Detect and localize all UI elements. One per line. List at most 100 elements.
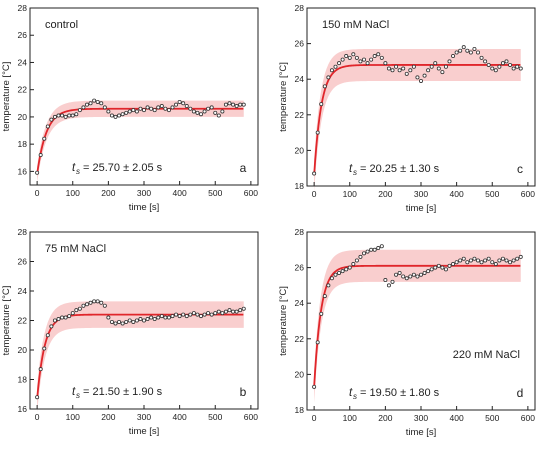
data-point xyxy=(472,256,477,261)
x-tick-label: 600 xyxy=(244,188,258,198)
y-tick-label: 24 xyxy=(295,298,305,308)
data-point xyxy=(333,272,338,277)
data-point xyxy=(166,108,171,113)
data-point xyxy=(74,112,79,117)
data-point xyxy=(440,265,445,270)
data-point xyxy=(181,312,186,317)
y-tick-label: 18 xyxy=(18,139,28,149)
data-point xyxy=(234,309,239,314)
data-point xyxy=(493,68,498,73)
data-point xyxy=(241,102,246,107)
data-point xyxy=(95,299,100,304)
data-point xyxy=(468,50,473,55)
panel-b: 0 100 200 300 400 500 600 16 18 20 22 24 26 28 time [s… xyxy=(1,227,259,437)
data-point xyxy=(234,104,239,109)
data-point xyxy=(138,317,143,322)
data-point xyxy=(511,66,516,71)
data-point xyxy=(429,267,434,272)
data-point xyxy=(49,117,54,122)
data-point xyxy=(340,269,345,274)
data-point xyxy=(213,110,218,115)
data-point xyxy=(127,109,132,114)
data-point xyxy=(49,324,54,329)
data-point xyxy=(99,300,104,305)
data-point xyxy=(404,276,409,281)
x-tick-label: 0 xyxy=(312,413,317,423)
data-point xyxy=(88,101,93,106)
data-point xyxy=(177,99,182,104)
data-point xyxy=(209,105,214,110)
x-tick-label: 500 xyxy=(208,412,222,422)
data-point xyxy=(177,314,182,319)
y-tick-label: 24 xyxy=(295,74,305,84)
data-point xyxy=(198,314,203,319)
data-point xyxy=(52,114,57,119)
data-point xyxy=(134,318,139,323)
data-point xyxy=(518,66,523,71)
y-tick-label: 24 xyxy=(18,57,28,67)
data-point xyxy=(159,104,164,109)
data-point xyxy=(497,258,502,263)
data-point xyxy=(174,312,179,317)
data-point xyxy=(95,99,100,104)
y-tick-label: 18 xyxy=(295,405,305,415)
panel-c: 0 100 200 300 400 500 600 18 20 22 24 26 28 time [s] t… xyxy=(278,3,536,214)
y-axis-label: temperature [°C] xyxy=(278,62,289,132)
data-point xyxy=(184,314,189,319)
data-point xyxy=(163,106,168,111)
data-point xyxy=(451,54,456,59)
data-point xyxy=(188,312,193,317)
data-point xyxy=(315,130,320,135)
data-point xyxy=(354,55,359,60)
data-point xyxy=(209,312,214,317)
data-point xyxy=(475,258,480,263)
data-point xyxy=(85,102,90,107)
x-tick-label: 100 xyxy=(66,412,80,422)
data-point xyxy=(231,102,236,107)
data-point xyxy=(223,102,228,107)
y-tick-label: 28 xyxy=(18,3,28,13)
data-point xyxy=(361,57,366,62)
data-point xyxy=(326,283,331,288)
data-point xyxy=(238,308,243,313)
data-point xyxy=(451,262,456,267)
data-point xyxy=(38,367,43,372)
y-tick-label: 28 xyxy=(295,3,305,13)
y-axis-label: temperature [°C] xyxy=(1,286,12,356)
data-point xyxy=(149,315,154,320)
data-point xyxy=(440,70,445,75)
data-point xyxy=(326,75,331,80)
plot-frame xyxy=(306,7,536,187)
data-point xyxy=(60,315,65,320)
y-tick-label: 28 xyxy=(295,227,305,237)
data-point xyxy=(156,105,161,110)
data-point xyxy=(369,247,374,252)
data-point xyxy=(429,64,434,69)
data-point xyxy=(312,384,317,389)
x-tick-label: 100 xyxy=(343,189,357,199)
data-point xyxy=(475,50,480,55)
data-point xyxy=(223,309,228,314)
ts-symbol: t xyxy=(72,386,76,398)
data-point xyxy=(511,258,516,263)
data-point xyxy=(191,311,196,316)
y-tick-label: 20 xyxy=(295,145,305,155)
ts-value: = 21.50 ± 1.90 s xyxy=(83,386,163,398)
data-point xyxy=(372,54,377,59)
data-point xyxy=(454,50,459,55)
x-tick-label: 200 xyxy=(101,412,115,422)
data-point xyxy=(195,312,200,317)
data-point xyxy=(401,66,406,71)
y-tick-label: 20 xyxy=(295,369,305,379)
data-point xyxy=(397,270,402,275)
data-point xyxy=(319,311,324,316)
data-point xyxy=(117,113,122,118)
condition-label: 220 mM NaCl xyxy=(453,349,520,361)
data-point xyxy=(347,265,352,270)
data-point xyxy=(159,314,164,319)
data-point xyxy=(145,105,150,110)
x-tick-label: 300 xyxy=(137,188,151,198)
data-point xyxy=(329,68,334,73)
data-point xyxy=(134,109,139,114)
ts-symbol: t xyxy=(349,163,353,175)
